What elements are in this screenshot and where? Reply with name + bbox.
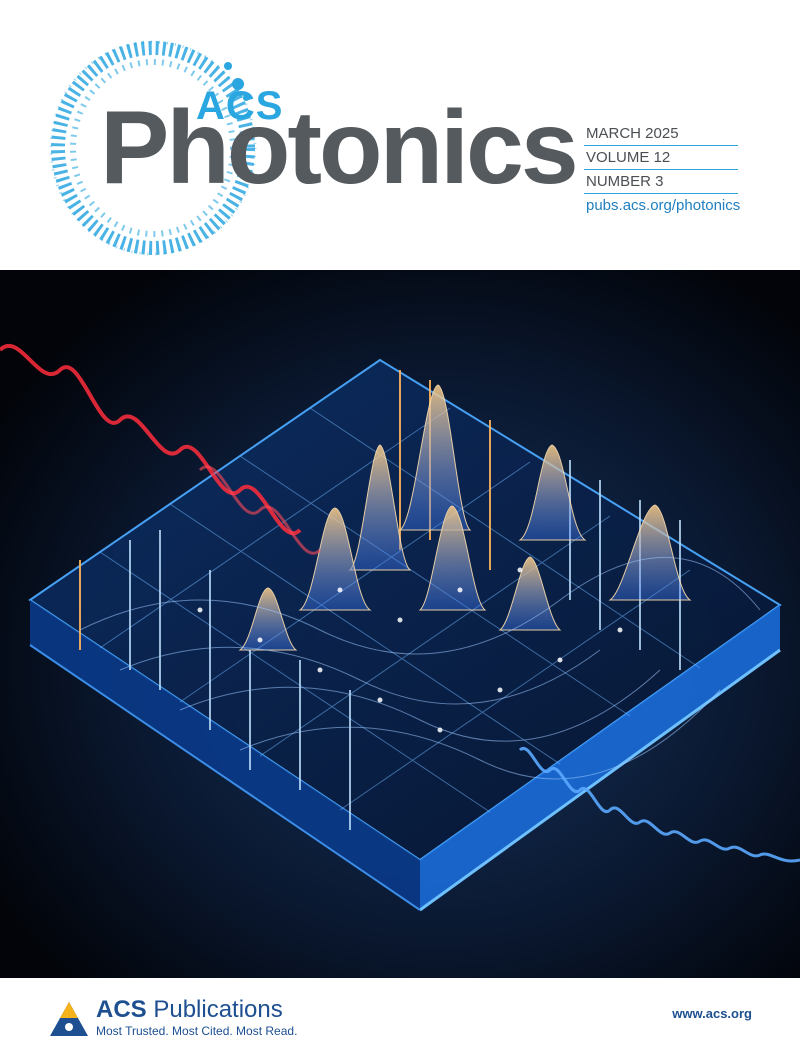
cover-header: ACS Photonics MARCH 2025 VOLUME 12 NUMBE… (0, 0, 800, 270)
publisher-label: Publications (153, 996, 283, 1023)
publisher-tagline: Most Trusted. Most Cited. Most Read. (96, 1024, 298, 1038)
journal-brand-prefix: ACS (196, 84, 284, 128)
journal-title: Photonics (100, 90, 579, 206)
acs-website-link[interactable]: www.acs.org (672, 1006, 752, 1021)
issue-number: NUMBER 3 (584, 170, 738, 194)
cover-image (0, 270, 800, 978)
publisher-name: ACS Publications (96, 996, 283, 1024)
journal-url-link[interactable]: pubs.acs.org/photonics (586, 197, 741, 214)
issue-info: MARCH 2025 VOLUME 12 NUMBER 3 pubs.acs.o… (584, 122, 741, 217)
acs-publications-logo-icon (50, 1002, 88, 1036)
acs-swirl-logo-icon (49, 40, 257, 256)
publisher-prefix: ACS (96, 996, 147, 1023)
photonic-chip-wave-art-icon (0, 270, 800, 978)
cover-footer: ACS Publications Most Trusted. Most Cite… (0, 978, 800, 1064)
issue-date: MARCH 2025 (584, 122, 738, 146)
issue-volume: VOLUME 12 (584, 146, 738, 170)
